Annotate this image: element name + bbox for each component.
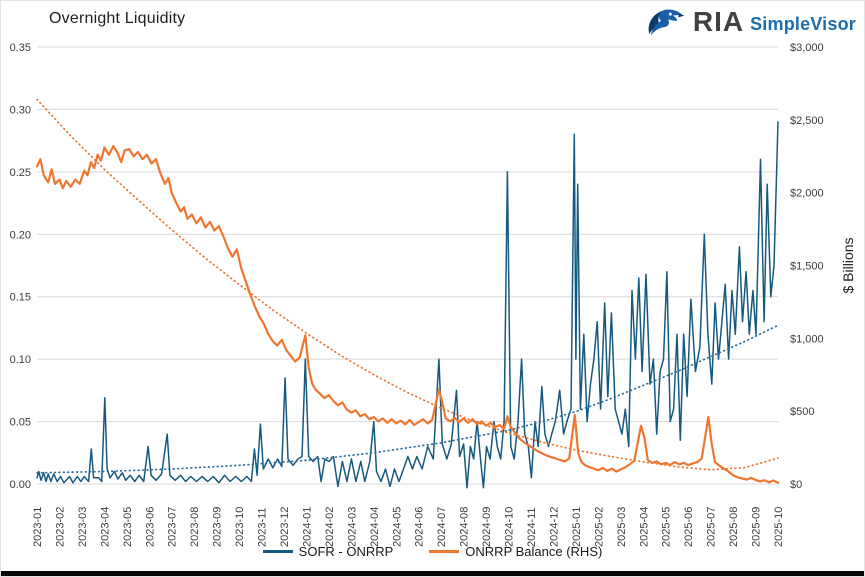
- legend-label: ONRRP Balance (RHS): [465, 544, 603, 559]
- x-axis-tick-label: 2023-06: [144, 507, 156, 547]
- x-axis-tick-label: 2023-01: [32, 507, 44, 547]
- legend-label: SOFR - ONRRP: [298, 544, 394, 559]
- chart-legend: SOFR - ONRRP ONRRP Balance (RHS): [1, 544, 864, 559]
- left-axis-tick-label: 0.05: [10, 417, 31, 429]
- x-axis-tick-label: 2024-09: [481, 507, 493, 547]
- bottom-bar: [1, 571, 864, 576]
- x-axis-tick-label: 2024-11: [526, 507, 538, 547]
- x-axis-tick-label: 2023-02: [54, 507, 66, 547]
- x-axis-tick-label: 2025-05: [661, 507, 673, 547]
- x-axis-tick-label: 2025-07: [706, 507, 718, 547]
- left-axis-tick-label: 0.20: [10, 229, 31, 241]
- legend-item-onrrp-balance: ONRRP Balance (RHS): [429, 544, 602, 559]
- left-axis-tick-label: 0.25: [10, 167, 31, 179]
- right-axis-tick-label: $500: [790, 406, 814, 418]
- brand-name: RIA: [692, 5, 745, 37]
- legend-item-sofr-onrrp: SOFR - ONRRP: [262, 544, 394, 559]
- x-axis-tick-label: 2025-08: [728, 507, 740, 547]
- gridlines: [37, 46, 778, 485]
- brand-product: SimpleVisor: [750, 13, 856, 34]
- x-axis-tick-label: 2024-12: [548, 507, 560, 547]
- left-axis-tick-label: 0.35: [10, 42, 31, 54]
- x-axis-tick-label: 2025-04: [638, 507, 650, 547]
- x-axis-tick-label: 2023-03: [77, 507, 89, 547]
- right-axis-tick-label: $1,000: [790, 333, 824, 345]
- right-axis-tick-label: $0: [790, 479, 802, 491]
- eagle-icon: [648, 9, 685, 36]
- brand-logo: RIA SimpleVisor: [643, 5, 856, 38]
- x-axis-tick-label: 2023-09: [212, 507, 224, 547]
- legend-swatch-sofr-onrrp: [262, 550, 293, 553]
- right-axis-tick-label: $2,000: [790, 188, 824, 200]
- x-axis-tick-label: 2024-04: [369, 507, 381, 547]
- x-axis-tick-label: 2024-07: [436, 507, 448, 547]
- x-axis-tick-label: 2024-03: [346, 507, 358, 547]
- x-axis-tick-label: 2024-08: [459, 507, 471, 547]
- x-axis-tick-label: 2025-10: [773, 507, 785, 547]
- x-axis-tick-label: 2023-08: [189, 507, 201, 547]
- x-axis-tick-label: 2024-01: [301, 507, 313, 547]
- x-axis-tick-label: 2023-07: [167, 507, 179, 547]
- liquidity-chart: 0.00 0.05 0.10 0.15 0.20 0.25 0.30 0.35 $0 $500 $1…: [10, 42, 856, 547]
- x-axis-tick-label: 2023-04: [99, 507, 111, 547]
- series-line-sofr-onrrp: [36, 121, 779, 489]
- chart-title: Overnight Liquidity: [49, 10, 186, 27]
- x-axis-tick-label: 2023-05: [122, 507, 134, 547]
- series-line-onrrp-balance-rhs: [35, 145, 780, 484]
- x-axis-tick-label: 2024-10: [504, 507, 516, 547]
- right-axis-tick-label: $1,500: [790, 261, 824, 273]
- x-axis-tick-label: 2023-12: [279, 507, 291, 547]
- x-axis-tick-label: 2023-11: [257, 507, 269, 547]
- x-axis-tick-label: 2023-10: [234, 507, 246, 547]
- right-axis-tick-label: $3,000: [790, 42, 824, 54]
- x-axis-tick-label: 2025-09: [751, 507, 763, 547]
- x-axis-tick-label: 2025-06: [683, 507, 695, 547]
- left-axis-tick-label: 0.15: [10, 292, 31, 304]
- trendline-onrrp-balance-rhs: [36, 98, 779, 471]
- left-axis-tick-label: 0.10: [10, 354, 31, 366]
- x-axis-tick-label: 2025-03: [616, 507, 628, 547]
- x-axis-tick-label: 2025-02: [593, 507, 605, 547]
- x-axis-tick-label: 2024-06: [414, 507, 426, 547]
- right-axis-tick-label: $2,500: [790, 115, 824, 127]
- x-axis-tick-label: 2024-02: [324, 507, 336, 547]
- x-axis-tick-label: 2025-01: [571, 507, 583, 547]
- x-axis-tick-label: 2024-05: [391, 507, 403, 547]
- left-axis-tick-label: 0.30: [10, 104, 31, 116]
- trendline-sofr-onrrp: [36, 324, 779, 474]
- left-axis-tick-label: 0.00: [10, 479, 31, 491]
- legend-swatch-onrrp-balance: [429, 550, 460, 553]
- right-axis-title: $ Billions: [840, 237, 856, 293]
